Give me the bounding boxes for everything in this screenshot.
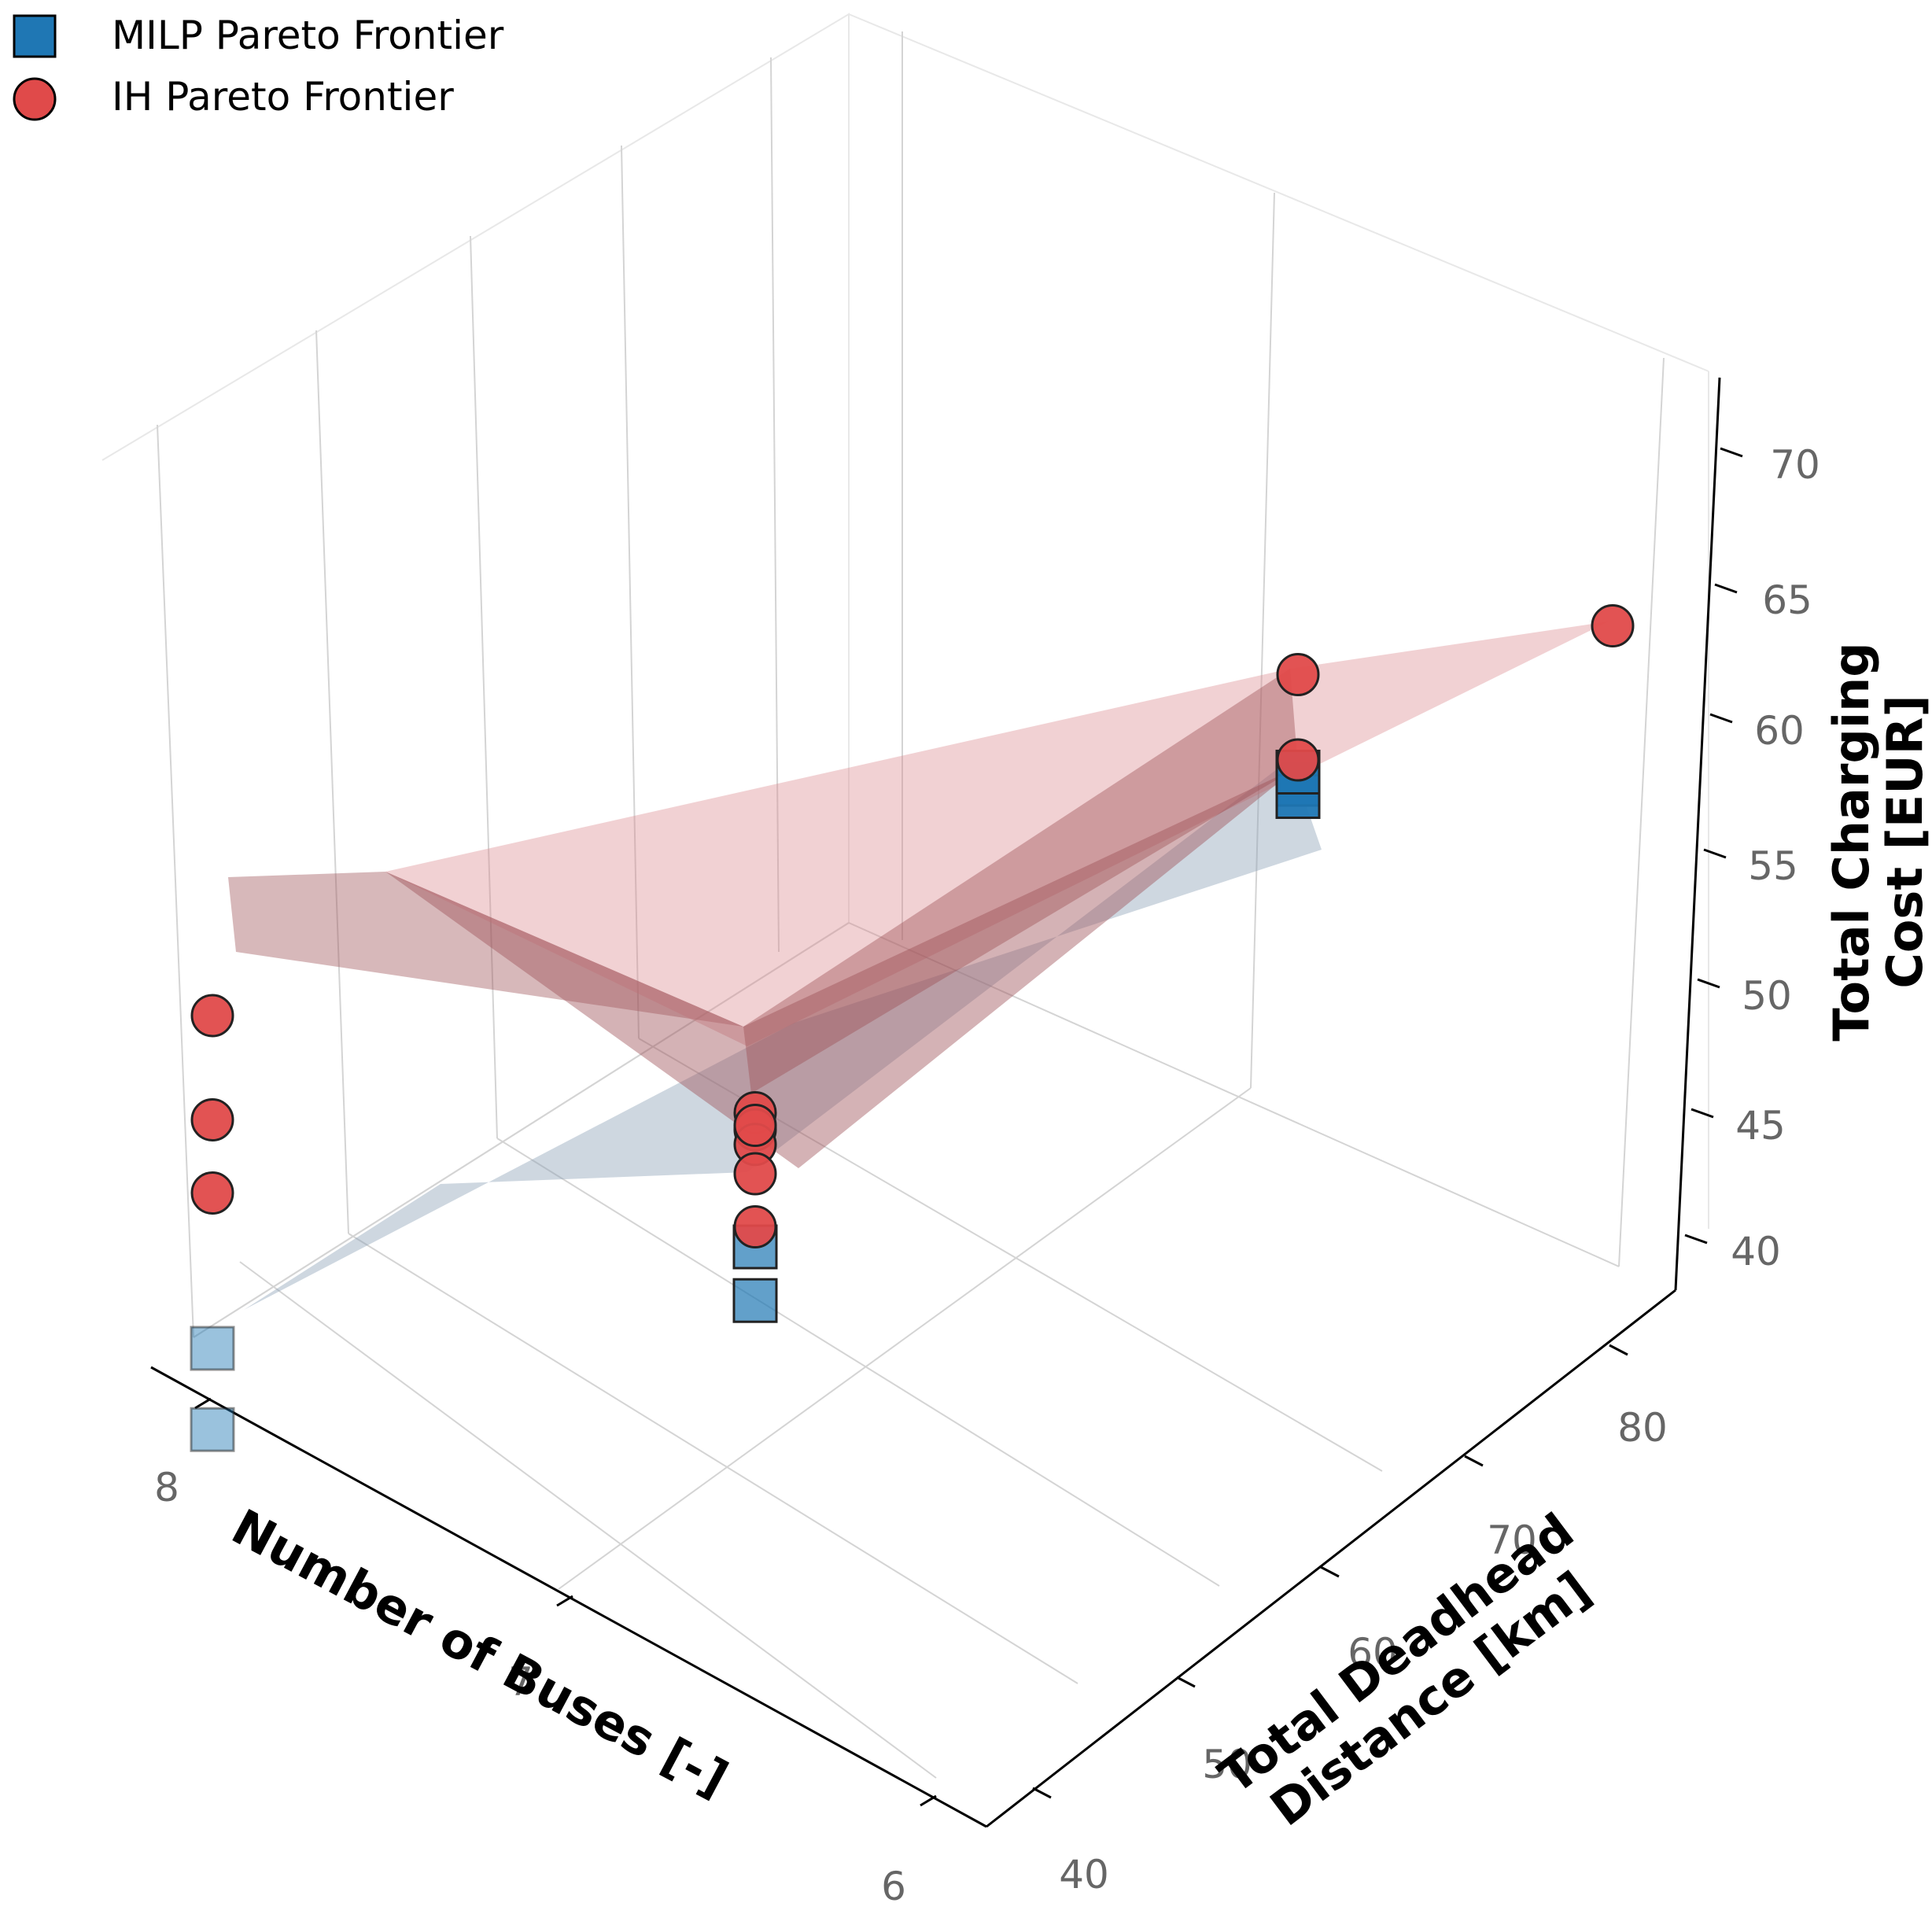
z-axis-title-line-1: Total Charging [1823,642,1880,1041]
y-tick-mark-80 [1609,1344,1628,1356]
z-tick-label-70: 70 [1770,442,1820,488]
ih-point-0 [1276,653,1320,696]
z-tick-label-40: 40 [1731,1229,1781,1274]
z-tick-label-55: 55 [1748,843,1798,889]
y-tick-mark-50 [1176,1676,1196,1688]
y-tick-label-40: 40 [1059,1852,1109,1897]
y-tick-label-80: 80 [1617,1405,1668,1451]
surfaces [228,621,1609,1310]
x-tick-label-8: 8 [154,1465,179,1510]
y-tick-label-50: 50 [1202,1742,1252,1787]
z-axis-title: Total Charging Cost [EUR] [1823,642,1932,1041]
grid-x-7-floor [558,1087,1252,1590]
z-axis-line [1674,377,1721,1291]
legend-ih-marker [13,77,57,121]
grid-vert-5 [770,57,780,953]
y-axis-line [986,1289,1676,1828]
x-axis-title: Number of Buses [-] [223,1498,737,1808]
grid-vert-3 [470,235,498,1139]
z-axis-title-line-2: Cost [EUR] [1876,695,1932,988]
z-tick-mark-70 [1720,447,1743,458]
legend: MILP Pareto Frontier IH Pareto Frontier [13,13,504,121]
grid-x-8-floor [193,922,850,1338]
z-tick-label-50: 50 [1742,973,1792,1019]
z-tick-mark-45 [1690,1108,1714,1119]
tick-marks [194,447,1743,1807]
ih-surface-2 [385,621,1609,1046]
y-tick-mark-60 [1320,1565,1340,1578]
pane-edge-right [848,13,1709,372]
milp-surface [244,759,1322,1310]
z-tick-label-60: 60 [1754,708,1805,754]
z-tick-mark-40 [1684,1234,1708,1245]
x-tick-label-6: 6 [881,1864,906,1909]
y-tick-label-70: 70 [1487,1518,1537,1563]
y-tick-mark-40 [1032,1787,1052,1799]
x-tick-mark-7 [556,1595,573,1607]
ih-point-9 [190,994,234,1038]
grid-vert-4 [621,145,640,1039]
ih-point-11 [190,1171,234,1215]
x-axis-line [150,1366,987,1828]
ih-point-6 [733,1152,777,1196]
ih-point-8 [733,1205,777,1248]
grid-vert-1 [157,424,194,1338]
z-tick-mark-50 [1697,978,1720,989]
grid [101,13,1709,1779]
y-axis-title: Total Deadhead Distance [km] [1208,1502,1601,1837]
milp-point-4 [732,1278,778,1323]
y-tick-labels: 40 50 60 70 80 [1059,1405,1668,1897]
grid-y-50-floor [239,1261,937,1779]
grid-vert-2 [315,330,349,1234]
z-tick-mark-60 [1709,713,1733,724]
ih-point-10 [190,1098,234,1141]
ih-point-1 [1276,738,1320,782]
legend-milp-label: MILP Pareto Frontier [112,13,504,58]
y-tick-label-60: 60 [1348,1630,1398,1676]
x-tick-mark-6 [920,1794,937,1807]
z-tick-label-65: 65 [1762,577,1812,623]
data-markers [190,604,1635,1452]
z-tick-labels: 40 45 50 55 60 65 70 [1731,442,1820,1274]
floor-back-right [848,922,1620,1267]
ih-surface-3 [385,767,1298,1168]
axes [150,377,1721,1828]
grid-vert-8 [1618,357,1665,1267]
milp-point-5 [190,1326,235,1371]
x-tick-mark-8 [194,1397,212,1410]
z-tick-label-45: 45 [1735,1103,1786,1149]
grid-y-60-floor [348,1233,1078,1684]
legend-ih-label: IH Pareto Frontier [112,74,454,120]
ih-point-2 [1591,604,1635,647]
x-tick-labels: 8 7 6 [154,1465,906,1909]
legend-milp-marker [13,14,57,58]
pane-edge-left [101,13,850,923]
x-tick-label-7: 7 [508,1659,533,1705]
z-tick-mark-65 [1714,583,1738,594]
z-tick-mark-55 [1703,848,1727,859]
milp-point-6 [190,1407,235,1452]
ih-surface-4 [743,669,1298,1093]
y-tick-mark-70 [1464,1455,1484,1467]
ih-surface-1 [228,872,743,1027]
grid-vert-7 [1250,192,1275,1089]
grid-y-70-floor [496,1138,1220,1587]
ih-point-7 [733,1104,777,1147]
